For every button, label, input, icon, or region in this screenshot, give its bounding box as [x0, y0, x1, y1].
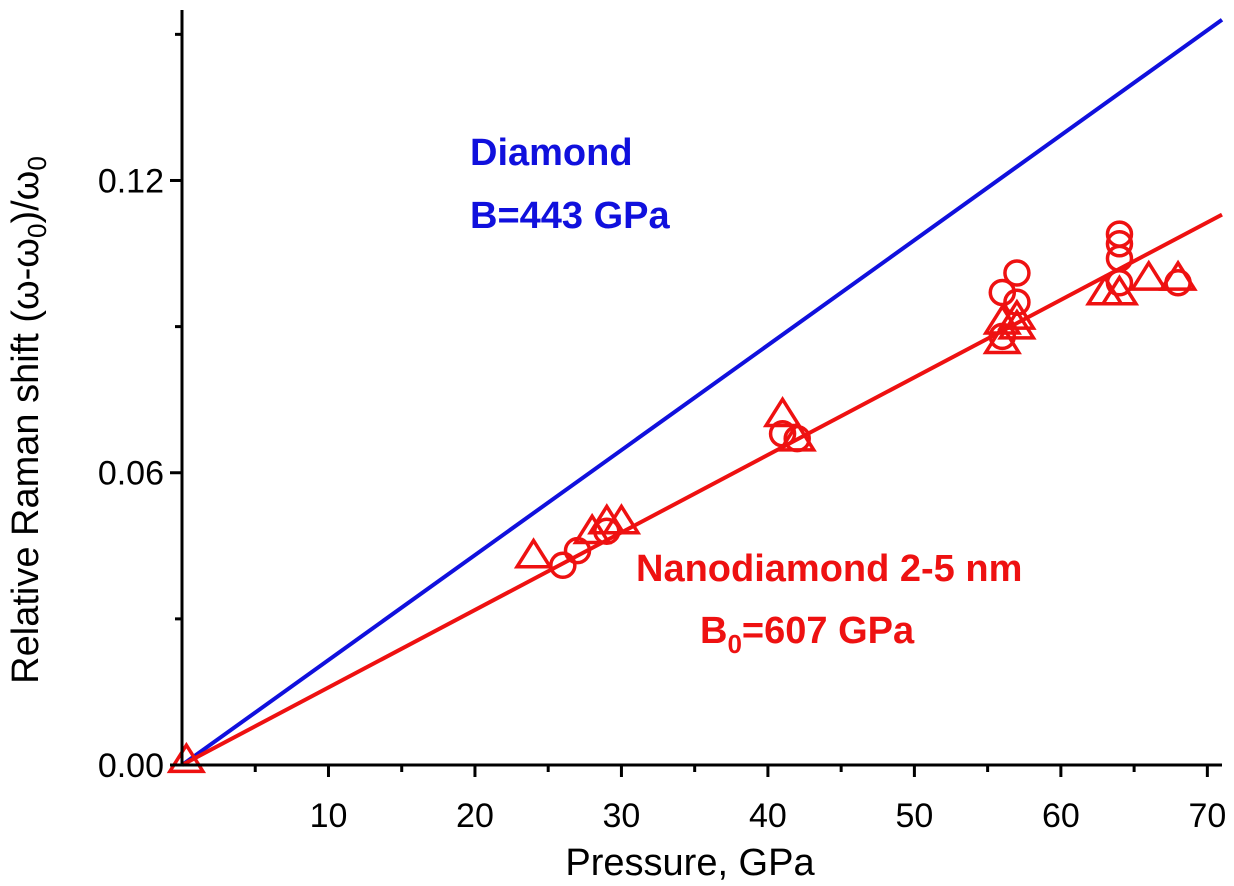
x-tick-label: 40 [749, 797, 787, 835]
x-tick-label: 20 [456, 797, 494, 835]
circle-data-point [1105, 269, 1134, 297]
circle-data-point [1164, 269, 1192, 297]
triangle-data-point [166, 741, 207, 774]
nanodiamond-bulk-modulus: B0=607 GPa [700, 610, 915, 659]
circle-data-point [563, 536, 592, 565]
y-tick-label: 0.12 [98, 162, 164, 200]
circle-data-point [768, 420, 797, 448]
nanodiamond-label: Nanodiamond 2-5 nm [636, 548, 1022, 590]
circle-data-point [1003, 259, 1031, 287]
x-axis-title: Pressure, GPa [565, 842, 815, 884]
circle-data-point [1003, 288, 1031, 317]
y-tick-label: 0.00 [98, 747, 164, 785]
circle-data-point [988, 322, 1017, 351]
x-tick-label: 70 [1188, 797, 1226, 835]
x-tick-label: 50 [895, 797, 933, 835]
triangle-data-point [1129, 259, 1169, 291]
x-tick-label: 10 [310, 797, 348, 835]
diamond-bulk-modulus: B=443 GPa [470, 195, 670, 237]
triangle-data-point [997, 298, 1037, 330]
diamond-label: Diamond [470, 132, 633, 174]
circle-data-point [549, 551, 577, 580]
triangle-data-point [513, 537, 554, 569]
circle-data-point [988, 278, 1017, 307]
nanodiamond-fit-line [181, 212, 1223, 767]
data-points [166, 220, 1198, 774]
triangle-data-point [762, 396, 803, 428]
axis-ticks: 10 20 30 40 50 60 70 0.00 0.06 0.12 [98, 32, 1226, 835]
y-axis-title: Relative Raman shift (ω-ω0)/ω0 [5, 156, 52, 684]
x-tick-label: 30 [603, 797, 641, 835]
y-tick-label: 0.06 [98, 455, 164, 493]
circle-data-point [783, 424, 811, 453]
circle-data-point [593, 517, 621, 545]
triangle-data-point [572, 512, 612, 545]
x-tick-label: 60 [1042, 797, 1080, 835]
circle-data-point [1105, 230, 1134, 258]
fit-lines [180, 18, 1224, 767]
diamond-fit-line [180, 18, 1224, 767]
